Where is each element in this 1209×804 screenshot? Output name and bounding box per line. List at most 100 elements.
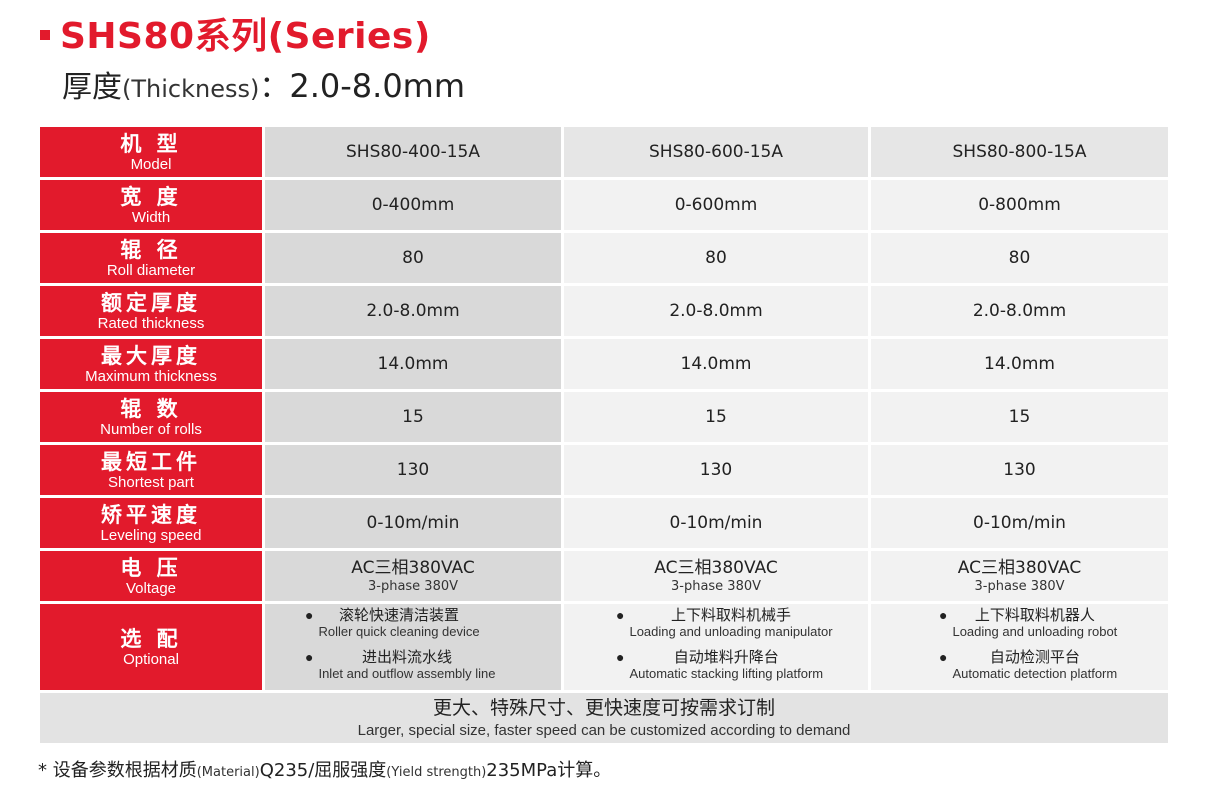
spec-cell: 80 [868,233,1168,286]
optional-item: ● 自动检测平台 Automatic detection platform [939,648,1168,682]
thickness-subtitle: 厚度 (Thickness) ： 2.0-8.0mm [62,62,465,106]
voltage-sub: 3-phase 380V [670,579,762,594]
row-label-cn: 额定厚度 [101,290,201,315]
spec-cell: 130 [265,445,561,498]
row-label-cn: 宽 度 [120,184,182,209]
row-label-en: Model [130,155,172,173]
footnote-part: 235MPa计算。 [486,760,612,781]
row-label: 辊 数 Number of rolls [40,392,265,445]
optional-item-cn: 上下料取料机械手 [671,606,792,624]
voltage-main: AC三相380VAC [654,558,778,578]
bullet-icon: ● [305,649,314,665]
row-label: 最短工件 Shortest part [40,445,265,498]
spec-cell: 2.0-8.0mm [868,286,1168,339]
row-label-cn: 机 型 [120,131,182,156]
row-label-cn: 最短工件 [101,449,201,474]
optional-item: ● 上下料取料机械手 Loading and unloading manipul… [616,606,868,640]
bullet-icon: ● [616,607,625,623]
optional-cell: ● 上下料取料机械手 Loading and unloading manipul… [561,604,868,693]
optional-item: ● 进出料流水线 Inlet and outflow assembly line [305,648,561,682]
row-label: 宽 度 Width [40,180,265,233]
bullet-icon: ● [939,607,948,623]
spec-cell: 0-600mm [561,180,868,233]
row-label-cn: 选 配 [120,626,182,651]
spec-cell: 130 [868,445,1168,498]
voltage-main: AC三相380VAC [957,558,1082,578]
spec-cell: 80 [561,233,868,286]
series-title: SHS80系列(Series) [40,10,431,57]
optional-item-cn: 上下料取料机器人 [974,606,1095,624]
spec-cell: 0-10m/min [868,498,1168,551]
spec-row-optional: 选 配 Optional ● 滚轮快速清洁装置 Roller quick cle… [40,604,1168,693]
spec-cell: 2.0-8.0mm [265,286,561,339]
row-label-en: Voltage [125,579,177,597]
voltage-main: AC三相380VAC [351,558,475,578]
row-label-cn: 最大厚度 [101,343,201,368]
row-label: 最大厚度 Maximum thickness [40,339,265,392]
bullet-icon: ● [939,649,948,665]
spec-cell: SHS80-600-15A [561,127,868,180]
optional-item-en: Automatic detection platform [952,666,1118,681]
thickness-label-cn: 厚度 [62,70,122,105]
spec-cell: 14.0mm [868,339,1168,392]
row-label: 矫平速度 Leveling speed [40,498,265,551]
spec-cell: SHS80-400-15A [265,127,561,180]
footnote-part: (Material) [196,765,260,780]
spec-table: 机 型 Model SHS80-400-15A SHS80-600-15A SHS80-… [40,127,1168,746]
spec-cell: 0-800mm [868,180,1168,233]
row-label-en: Number of rolls [100,420,202,438]
spec-cell: 15 [265,392,561,445]
spec-row: 最短工件 Shortest part 130 130 130 [40,445,1168,498]
footnote-part: Q235/屈服强度 [259,760,387,781]
row-label: 额定厚度 Rated thickness [40,286,265,339]
custom-note-row: 更大、特殊尺寸、更快速度可按需求订制 Larger, special size,… [40,693,1168,746]
spec-row: 最大厚度 Maximum thickness 14.0mm 14.0mm 14.0mm [40,339,1168,392]
row-label-en: Roll diameter [106,261,196,279]
spec-cell: 0-10m/min [265,498,561,551]
spec-cell: 15 [868,392,1168,445]
footnote-part: (Yield strength) [386,765,487,780]
thickness-value: 2.0-8.0mm [289,67,466,105]
spec-cell: AC三相380VAC 3-phase 380V [265,551,561,604]
row-label-en: Width [131,208,171,226]
spec-cell: 80 [265,233,561,286]
thickness-colon: ： [259,70,290,105]
material-footnote: * 设备参数根据材质 (Material) Q235/屈服强度 (Yield s… [38,756,611,782]
row-label-en: Shortest part [108,473,194,491]
spec-cell: SHS80-800-15A [868,127,1168,180]
row-label: 选 配 Optional [40,604,265,693]
custom-note-cn: 更大、特殊尺寸、更快速度可按需求订制 [432,697,775,719]
spec-cell: 0-400mm [265,180,561,233]
spec-row: 额定厚度 Rated thickness 2.0-8.0mm 2.0-8.0mm 2.0… [40,286,1168,339]
spec-cell: AC三相380VAC 3-phase 380V [868,551,1168,604]
optional-item: ● 滚轮快速清洁装置 Roller quick cleaning device [305,606,561,640]
optional-item-cn: 滚轮快速清洁装置 [339,606,460,624]
series-title-text: SHS80系列(Series) [60,16,431,57]
optional-item-en: Loading and unloading robot [952,624,1118,639]
row-label: 辊 径 Roll diameter [40,233,265,286]
bullet-icon: ● [616,649,625,665]
optional-item-en: Inlet and outflow assembly line [318,666,496,681]
spec-row: 辊 数 Number of rolls 15 15 15 [40,392,1168,445]
footnote-part: * 设备参数根据材质 [38,760,197,781]
optional-item-en: Loading and unloading manipulator [629,624,833,639]
custom-note-en: Larger, special size, faster speed can b… [357,722,851,739]
spec-row: 辊 径 Roll diameter 80 80 80 [40,233,1168,286]
custom-note-cell: 更大、特殊尺寸、更快速度可按需求订制 Larger, special size,… [40,693,1168,746]
voltage-sub: 3-phase 380V [974,579,1065,594]
spec-row: 宽 度 Width 0-400mm 0-600mm 0-800mm [40,180,1168,233]
row-label-en: Maximum thickness [85,367,217,385]
spec-cell: AC三相380VAC 3-phase 380V [561,551,868,604]
row-label-cn: 矫平速度 [101,502,201,527]
row-label: 机 型 Model [40,127,265,180]
title-marker-square [40,30,50,40]
spec-row: 矫平速度 Leveling speed 0-10m/min 0-10m/min 0-10… [40,498,1168,551]
row-label: 电 压 Voltage [40,551,265,604]
row-label-cn: 辊 径 [120,237,182,262]
optional-item-cn: 自动检测平台 [989,648,1080,666]
optional-item-en: Roller quick cleaning device [318,624,480,639]
row-label-cn: 电 压 [120,555,182,580]
spec-cell: 14.0mm [265,339,561,392]
optional-item-en: Automatic stacking lifting platform [629,666,824,681]
spec-cell: 15 [561,392,868,445]
